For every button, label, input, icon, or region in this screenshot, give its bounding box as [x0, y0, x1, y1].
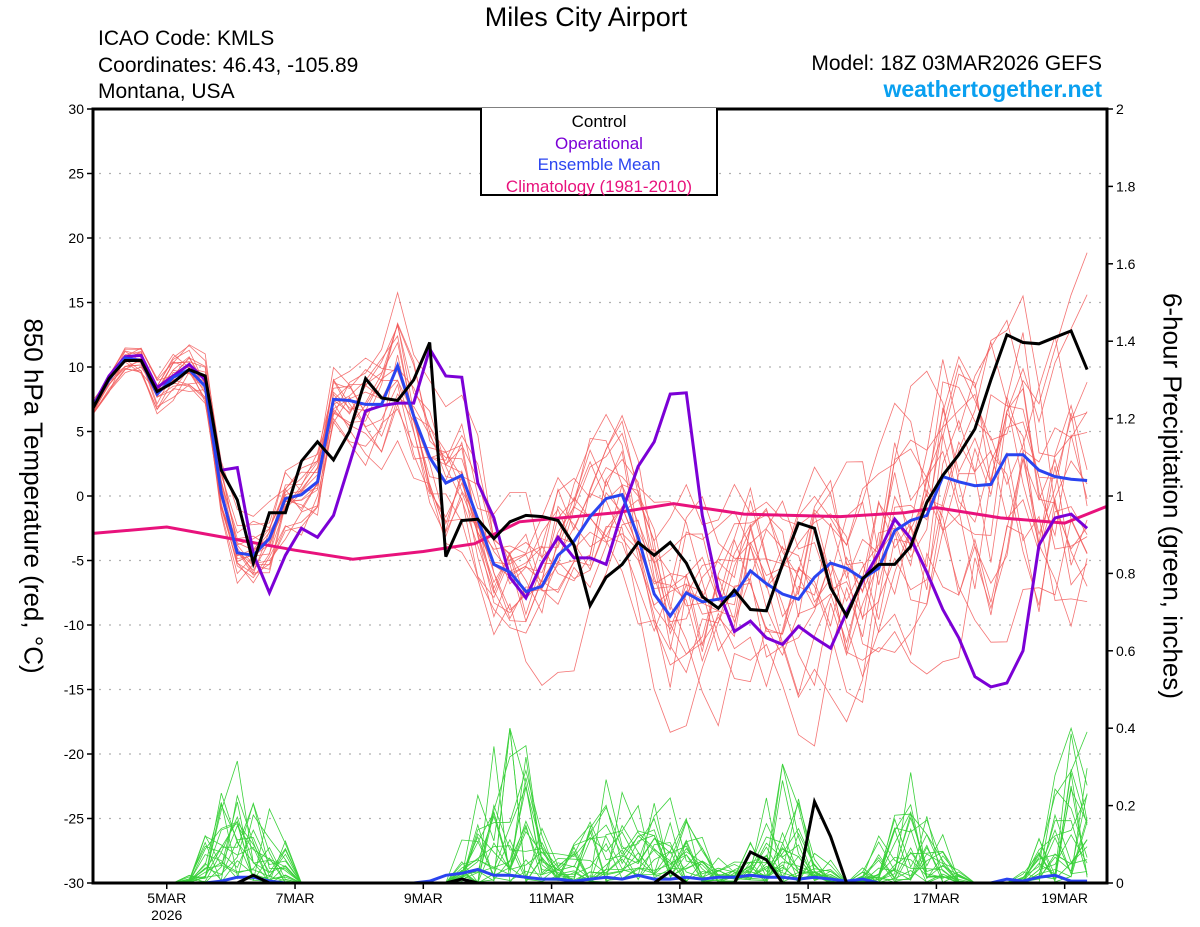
x-tick-label: 7MAR: [276, 890, 315, 906]
model-run: Model: 18Z 03MAR2026 GEFS: [811, 52, 1102, 75]
x-tick-label: 13MAR: [657, 890, 704, 906]
y-tick-label-left: -20: [64, 746, 84, 762]
y-tick-label-left: 30: [68, 101, 84, 117]
control-temp-line: [91, 328, 1089, 620]
x-tick-label: 19MAR: [1041, 890, 1088, 906]
operational-temp-line: [91, 345, 1089, 689]
ensemble-member-precip-line: [93, 733, 1088, 884]
y-tick-label-right: 0.6: [1116, 643, 1136, 659]
legend-item-control: Control: [571, 112, 627, 131]
y-tick-label-right: 0: [1116, 875, 1124, 891]
x-tick-label: 9MAR: [404, 890, 443, 906]
ensemble-member-precip-line: [93, 728, 1088, 884]
region: Montana, USA: [98, 80, 235, 103]
ensemble-member-precip-line: [93, 793, 1088, 884]
y-tick-label-left: 20: [68, 230, 84, 246]
ensemble-member-temp-line: [92, 321, 1088, 611]
y-tick-label-right: 0.8: [1116, 565, 1136, 581]
y-tick-label-right: 0.4: [1116, 720, 1136, 736]
climatology-line: [92, 502, 1108, 561]
y-tick-label-right: 0.2: [1116, 798, 1136, 814]
y-tick-label-left: -15: [64, 682, 84, 698]
ensemble-member-temp-line: [92, 252, 1088, 652]
x-tick-label: 17MAR: [913, 890, 960, 906]
y-tick-label-right: 1.2: [1116, 411, 1136, 427]
y-tick-label-left: 15: [68, 295, 84, 311]
y-tick-label-left: 10: [68, 359, 84, 375]
legend: Control Operational Ensemble Mean Climat…: [480, 108, 718, 196]
legend-item-climatology: Climatology (1981-2010): [505, 176, 693, 196]
ensemble-member-temp-line: [92, 354, 1088, 688]
ensemble-member-precip-line: [93, 817, 1088, 884]
y-tick-label-left: -5: [72, 553, 85, 569]
y-tick-label-left: -30: [64, 875, 84, 891]
x-tick-label: 11MAR: [529, 890, 575, 906]
y-tick-label-left: 5: [76, 424, 84, 440]
ensemble-member-temp-line: [92, 294, 1088, 635]
ensemble-member-precip-line: [93, 772, 1088, 884]
y-axis-left: 30 25 20 15 10 5 0 -5 -10 -15 -20 -25 -30: [64, 101, 93, 891]
y-tick-label-left: -10: [64, 617, 84, 633]
ensemble-member-temp-line: [92, 350, 1088, 687]
y-tick-label-left: -25: [64, 811, 84, 827]
y-axis-right-label: 6-hour Precipitation (green, inches): [1157, 292, 1188, 700]
site-brand: weathertogether.net: [883, 76, 1102, 102]
ensemble-member-precip-line: [93, 763, 1088, 884]
x-tick-label: 5MAR: [147, 890, 186, 906]
ensemble-member-precip-line: [93, 746, 1088, 884]
ensemble-member-temp-line: [92, 357, 1088, 678]
y-tick-label-left: 0: [76, 488, 84, 504]
ensemble-member-precip-line: [93, 785, 1088, 884]
ensemble-member-temp-line: [92, 347, 1088, 666]
coordinates: Coordinates: 46.43, -105.89: [98, 54, 359, 77]
legend-item-ensemble-mean: Ensemble Mean: [537, 155, 661, 174]
y-tick-label-right: 2: [1116, 101, 1124, 117]
y-tick-label-right: 1.8: [1116, 178, 1136, 194]
members-precip: [93, 726, 1088, 884]
ensemble-member-temp-line: [92, 319, 1088, 644]
grid: [99, 172, 1105, 820]
y-tick-label-left: 25: [68, 166, 84, 182]
ensemble-member-temp-line: [92, 345, 1088, 697]
y-tick-label-right: 1: [1116, 488, 1124, 504]
y-axis-left-label: 850 hPa Temperature (red, °C): [18, 318, 49, 674]
x-tick-label: 15MAR: [785, 890, 832, 906]
ensemble-member-precip-line: [93, 797, 1088, 884]
ensemble-member-temp-line: [92, 341, 1088, 747]
chart-title: Miles City Airport: [484, 2, 688, 32]
y-tick-label-right: 1.6: [1116, 256, 1136, 272]
legend-item-operational: Operational: [555, 133, 643, 153]
y-axis-right: 2 1.8 1.6 1.4 1.2 1 0.8 0.6 0.4 0.2 0: [1107, 101, 1136, 891]
icao-code: ICAO Code: KMLS: [98, 27, 275, 50]
x-tick-sublabel: 2026: [151, 907, 182, 923]
y-tick-label-right: 1.4: [1116, 333, 1136, 349]
